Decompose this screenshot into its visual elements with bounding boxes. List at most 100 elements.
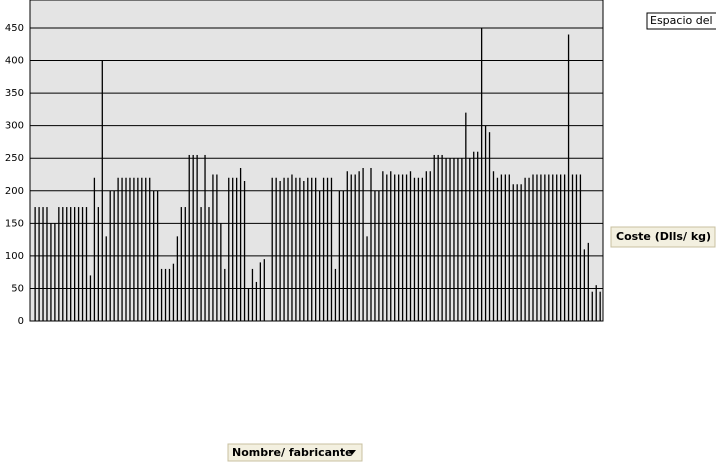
bar [153, 190, 155, 321]
bar [176, 236, 179, 321]
bar [279, 181, 281, 321]
bar [184, 207, 186, 321]
bar [524, 177, 526, 321]
y-tick-label: 100 [5, 251, 24, 262]
bar [42, 207, 44, 321]
bar [200, 207, 202, 321]
bar [480, 27, 483, 321]
bar [307, 177, 309, 321]
y-tick-label: 400 [5, 56, 24, 67]
bar [133, 177, 135, 321]
bar [409, 171, 412, 321]
bar [512, 184, 514, 321]
bar [326, 177, 329, 321]
bar [228, 177, 230, 321]
bar [224, 268, 226, 321]
bar [208, 207, 210, 321]
bar [275, 177, 277, 321]
bar [390, 171, 392, 321]
bar [34, 207, 36, 321]
bar [508, 174, 510, 321]
bar [429, 171, 431, 321]
bar [259, 262, 262, 321]
bar [192, 154, 194, 321]
bar [362, 167, 364, 321]
bar [484, 125, 487, 321]
bar [287, 177, 289, 321]
y-tick-label: 450 [5, 23, 24, 34]
bar [378, 190, 380, 321]
bar [172, 263, 175, 321]
bar [563, 174, 566, 321]
bar [141, 177, 143, 321]
bar [73, 207, 76, 321]
bar [350, 174, 352, 321]
bar [50, 223, 52, 321]
bar [121, 177, 123, 321]
bar [548, 174, 550, 321]
drop-zone: Espacio del gr [650, 14, 716, 27]
bar [97, 207, 99, 321]
bar [556, 174, 558, 321]
y-tick-label: 300 [5, 121, 24, 132]
bar [421, 177, 424, 321]
bar [81, 207, 84, 321]
bar [532, 174, 534, 321]
bar [575, 174, 578, 321]
bar [370, 167, 372, 321]
bar [251, 268, 254, 321]
bar [441, 154, 443, 321]
bar [488, 132, 491, 321]
y-tick-label: 0 [18, 316, 24, 327]
bar [299, 177, 301, 321]
bar [271, 177, 273, 321]
bar [232, 177, 234, 321]
bar [465, 112, 467, 321]
bar [386, 174, 388, 321]
bar [220, 223, 222, 321]
bar [544, 174, 546, 321]
bar [247, 288, 250, 321]
bar [405, 174, 408, 321]
bar [180, 207, 182, 321]
bar [417, 177, 420, 321]
bar [477, 151, 479, 321]
y-tick-label: 50 [11, 283, 24, 294]
bar [255, 281, 258, 321]
bar [449, 158, 451, 321]
bar [243, 181, 246, 321]
bar [445, 158, 447, 321]
bar [212, 174, 214, 321]
bar [330, 177, 333, 321]
bar [66, 207, 68, 321]
bar [62, 207, 64, 321]
bar [587, 242, 589, 321]
y-tick-label: 250 [5, 153, 24, 164]
bar [433, 154, 435, 321]
bar [571, 174, 574, 321]
drop-zone-box [646, 12, 716, 30]
bar [366, 236, 368, 321]
bar [164, 268, 167, 321]
bar [560, 174, 562, 321]
x-axis-label: Nombre/ fabricante [232, 446, 353, 459]
bar [38, 207, 40, 321]
bar [354, 174, 356, 321]
bar [398, 174, 400, 321]
bar [156, 190, 159, 321]
bar [342, 190, 344, 321]
bar [599, 291, 601, 321]
bar [520, 184, 522, 321]
bar [168, 268, 171, 321]
bar [283, 177, 285, 321]
bar [113, 190, 115, 321]
bar [196, 154, 198, 321]
field-button[interactable] [227, 443, 363, 462]
bar [552, 174, 554, 321]
bar [358, 171, 360, 321]
bar [504, 174, 506, 321]
bar [540, 174, 542, 321]
bar [54, 223, 56, 321]
bar [567, 34, 570, 322]
